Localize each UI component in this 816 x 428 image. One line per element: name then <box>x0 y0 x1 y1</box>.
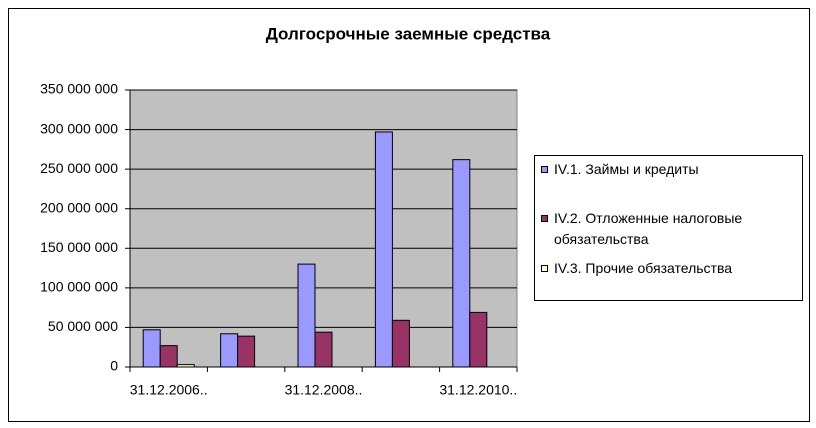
bar <box>142 329 161 368</box>
y-tick-label: 300 000 000 <box>40 120 118 136</box>
bar <box>469 311 488 368</box>
y-tick-label: 100 000 000 <box>40 279 118 295</box>
bar <box>314 331 333 368</box>
y-tick-label: 250 000 000 <box>40 160 118 176</box>
y-tick-label: 50 000 000 <box>48 318 118 334</box>
bar <box>237 335 256 368</box>
legend-entry: IV.2. Отложенные налоговые обязательства <box>541 208 791 250</box>
chart-title: Долгосрочные заемные средства <box>266 24 551 43</box>
bar <box>297 263 316 368</box>
legend-label: IV.1. Займы и кредиты <box>554 161 699 177</box>
legend: IV.1. Займы и кредиты IV.2. Отложенные на… <box>534 155 803 301</box>
bar <box>159 345 178 368</box>
legend-label: IV.3. Прочие обязательства <box>554 260 733 276</box>
x-tick-label: 31.12.2008.. <box>285 382 363 398</box>
legend-entry: IV.1. Займы и кредиты <box>541 159 791 180</box>
bar <box>374 131 393 368</box>
y-tick-label: 350 000 000 <box>40 81 118 97</box>
x-tick-label: 31.12.2006.. <box>130 382 208 398</box>
legend-swatch <box>541 265 548 272</box>
legend-label: IV.2. Отложенные налоговые обязательства <box>554 210 743 247</box>
legend-swatch <box>541 215 548 222</box>
y-tick-label: 0 <box>110 358 118 374</box>
legend-swatch <box>541 166 548 173</box>
bar <box>452 159 471 368</box>
y-tick-label: 150 000 000 <box>40 239 118 255</box>
bar <box>391 319 410 368</box>
legend-entry: IV.3. Прочие обязательства <box>541 258 791 279</box>
y-tick-label: 200 000 000 <box>40 199 118 215</box>
bar <box>220 333 239 368</box>
x-tick-label: 31.12.2010.. <box>439 382 517 398</box>
